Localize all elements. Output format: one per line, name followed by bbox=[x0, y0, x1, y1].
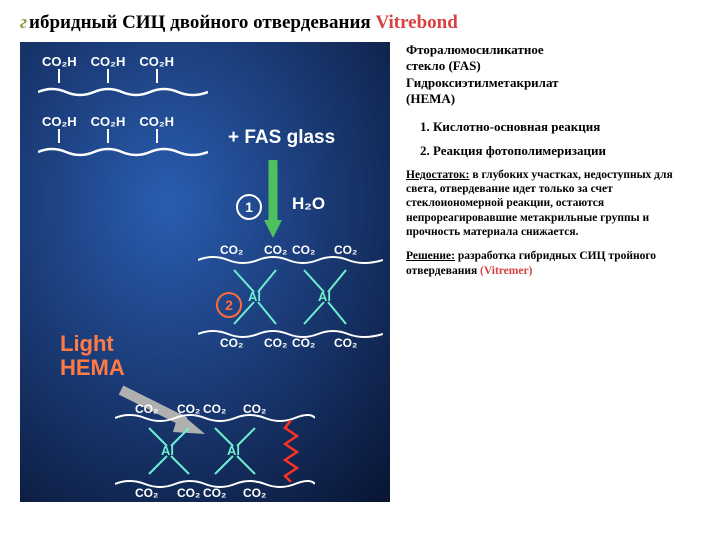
co2-label: CO₂ bbox=[203, 486, 226, 500]
arrow-down-icon bbox=[264, 160, 282, 238]
backbone-2 bbox=[38, 146, 208, 149]
step-2-num: 2 bbox=[225, 297, 233, 313]
solution-lead: Решение: bbox=[406, 250, 455, 262]
co2-label: CO₂ bbox=[264, 243, 287, 257]
co2-label: CO₂ bbox=[135, 402, 158, 416]
red-crosslink-icon bbox=[283, 420, 299, 482]
co2h-label: CO₂H bbox=[91, 54, 126, 69]
hema-text: HEMA bbox=[60, 356, 125, 380]
backbone-1 bbox=[38, 86, 208, 89]
co2-label: CO₂ bbox=[177, 486, 200, 500]
co2h-label: CO₂H bbox=[139, 54, 174, 69]
co2h-label: CO₂H bbox=[139, 114, 174, 129]
text-column: Фторалюмосиликатное стекло (FAS) Гидрокс… bbox=[406, 42, 700, 502]
co2-label: CO₂ bbox=[292, 243, 315, 257]
vitremer-brand: (Vitremer) bbox=[480, 265, 532, 277]
drawback-para: Недостаток: в глубоких участках, недосту… bbox=[406, 168, 700, 240]
def-line: Гидроксиэтилметакрилат bbox=[406, 75, 700, 91]
reaction-diagram: CO₂H CO₂H CO₂H CO₂H CO₂H CO₂H + FAS glas… bbox=[20, 42, 390, 502]
drawback-lead: Недостаток: bbox=[406, 169, 470, 181]
co2-label: CO₂ bbox=[203, 402, 226, 416]
step-1-text: 1. Кислотно-основная реакция bbox=[420, 119, 700, 135]
co2h-label: CO₂H bbox=[42, 54, 77, 69]
al-label: Al bbox=[227, 443, 240, 458]
co2-label: CO₂ bbox=[177, 402, 200, 416]
co2-label: CO₂ bbox=[292, 336, 315, 350]
light-text: Light bbox=[60, 332, 125, 356]
def-line: стекло (FAS) bbox=[406, 58, 700, 74]
step-2-circle: 2 bbox=[216, 292, 242, 318]
step-1-circle: 1 bbox=[236, 194, 262, 220]
def-line: (HEMA) bbox=[406, 91, 700, 107]
step-1-num: 1 bbox=[245, 199, 253, 215]
h2o-label: H₂O bbox=[292, 194, 325, 214]
al-label: Al bbox=[161, 443, 174, 458]
co2-label: CO₂ bbox=[243, 486, 266, 500]
co2-label: CO₂ bbox=[334, 336, 357, 350]
co2h-label: CO₂H bbox=[91, 114, 126, 129]
co2-label: CO₂ bbox=[220, 336, 243, 350]
definitions-block: Фторалюмосиликатное стекло (FAS) Гидрокс… bbox=[406, 42, 700, 107]
title-text: ибридный СИЦ двойного отвердевания bbox=[29, 12, 375, 33]
crosslinked-network-2: CO₂ CO₂ CO₂ CO₂ Al Al CO₂ CO₂ CO₂ CO₂ bbox=[115, 402, 315, 500]
co2-label: CO₂ bbox=[264, 336, 287, 350]
page-title: гибридный СИЦ двойного отвердевания Vitr… bbox=[20, 12, 700, 34]
al-label: Al bbox=[318, 289, 331, 304]
step-2-text: 2. Реакция фотополимеризации bbox=[420, 143, 700, 159]
co2-label: CO₂ bbox=[135, 486, 158, 500]
def-line: Фторалюмосиликатное bbox=[406, 42, 700, 58]
co2-label: CO₂ bbox=[334, 243, 357, 257]
content-row: CO₂H CO₂H CO₂H CO₂H CO₂H CO₂H + FAS glas… bbox=[20, 42, 700, 502]
co2h-label: CO₂H bbox=[42, 114, 77, 129]
bullet-glyph: г bbox=[20, 12, 27, 33]
al-label: Al bbox=[248, 289, 261, 304]
polymer-chain-1: CO₂H CO₂H CO₂H bbox=[42, 54, 174, 83]
co2-label: CO₂ bbox=[243, 402, 266, 416]
co2-label: CO₂ bbox=[220, 243, 243, 257]
title-brand: Vitrebond bbox=[375, 12, 457, 33]
solution-para: Решение: разработка гибридных СИЦ тройно… bbox=[406, 249, 700, 278]
light-hema-label: Light HEMA bbox=[60, 332, 125, 380]
polymer-chain-2: CO₂H CO₂H CO₂H bbox=[42, 114, 174, 143]
fas-glass-label: + FAS glass bbox=[228, 127, 335, 149]
